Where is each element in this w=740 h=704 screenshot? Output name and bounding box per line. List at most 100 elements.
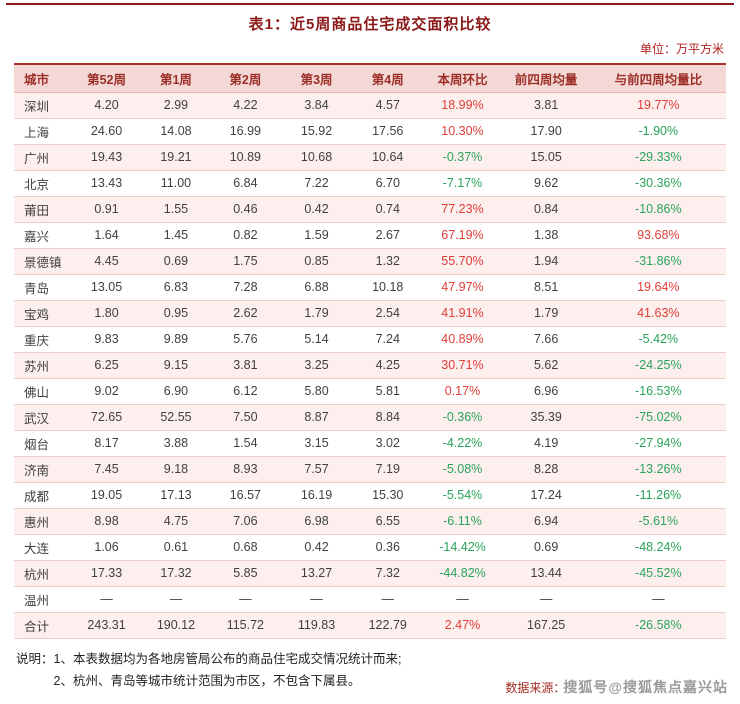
value-cell: 5.14 bbox=[280, 326, 353, 353]
value-cell: 1.59 bbox=[280, 222, 353, 249]
value-cell: 8.51 bbox=[501, 274, 591, 301]
value-cell: 0.46 bbox=[209, 196, 281, 223]
value-cell: 6.90 bbox=[142, 378, 210, 405]
value-cell: 4.25 bbox=[352, 352, 424, 379]
value-cell: -10.86% bbox=[590, 196, 726, 223]
value-cell: 52.55 bbox=[142, 404, 210, 431]
value-cell: 72.65 bbox=[70, 404, 143, 431]
value-cell: 13.27 bbox=[280, 560, 353, 587]
table-row: 深圳 4.20 2.99 4.22 3.84 4.57 18.99% 3.81 19.77% bbox=[14, 92, 726, 119]
value-cell: 10.30% bbox=[423, 118, 502, 145]
value-cell: 6.12 bbox=[209, 378, 281, 405]
value-cell: 41.63% bbox=[590, 300, 726, 327]
value-cell: -75.02% bbox=[590, 404, 726, 431]
value-cell: 0.17% bbox=[423, 378, 502, 405]
value-cell: 4.22 bbox=[209, 92, 281, 119]
value-cell: 6.96 bbox=[501, 378, 591, 405]
value-cell: 0.91 bbox=[70, 196, 143, 223]
value-cell: 3.88 bbox=[142, 430, 210, 457]
total-row: 合计 243.31 190.12 115.72 119.83 122.79 2.47% 167… bbox=[14, 612, 726, 639]
value-cell: 40.89% bbox=[423, 326, 502, 353]
table-row: 佛山 9.02 6.90 6.12 5.80 5.81 0.17% 6.96 -16.53% bbox=[14, 378, 726, 405]
value-cell: 2.67 bbox=[352, 222, 424, 249]
value-cell: 1.94 bbox=[501, 248, 591, 275]
value-cell: -5.42% bbox=[590, 326, 726, 353]
value-cell: 19.77% bbox=[590, 92, 726, 119]
value-cell: 7.57 bbox=[280, 456, 353, 483]
column-header: 第3周 bbox=[280, 64, 353, 93]
city-cell: 温州 bbox=[14, 586, 71, 613]
value-cell: 0.74 bbox=[352, 196, 424, 223]
value-cell: -0.37% bbox=[423, 144, 502, 171]
value-cell: 7.28 bbox=[209, 274, 281, 301]
city-cell: 杭州 bbox=[14, 560, 71, 587]
value-cell: 7.32 bbox=[352, 560, 424, 587]
value-cell: -4.22% bbox=[423, 430, 502, 457]
value-cell: 17.24 bbox=[501, 482, 591, 509]
value-cell: 24.60 bbox=[70, 118, 143, 145]
header-row: 城市 第52周 第1周 第2周 第3周 第4周 本周环比 前四周均量 与前四周均量比 bbox=[14, 64, 726, 93]
value-cell: 6.98 bbox=[280, 508, 353, 535]
value-cell: 18.99% bbox=[423, 92, 502, 119]
note-line-1: 1、本表数据均为各地房管局公布的商品住宅成交情况统计而来; bbox=[53, 651, 402, 666]
table-row: 青岛 13.05 6.83 7.28 6.88 10.18 47.97% 8.51 19.64% bbox=[14, 274, 726, 301]
value-cell: 8.28 bbox=[501, 456, 591, 483]
value-cell: 9.89 bbox=[142, 326, 210, 353]
value-cell: 0.95 bbox=[142, 300, 210, 327]
table-row: 成都 19.05 17.13 16.57 16.19 15.30 -5.54% 17.24 -1… bbox=[14, 482, 726, 509]
value-cell: 1.38 bbox=[501, 222, 591, 249]
value-cell: 1.80 bbox=[70, 300, 143, 327]
value-cell: 1.32 bbox=[352, 248, 424, 275]
value-cell: 9.02 bbox=[70, 378, 143, 405]
value-cell: 19.64% bbox=[590, 274, 726, 301]
value-cell: 3.15 bbox=[280, 430, 353, 457]
value-cell: 1.64 bbox=[70, 222, 143, 249]
city-cell: 嘉兴 bbox=[14, 222, 71, 249]
value-cell: — bbox=[280, 586, 353, 613]
value-cell: -1.90% bbox=[590, 118, 726, 145]
column-header: 第2周 bbox=[209, 64, 281, 93]
value-cell: 6.84 bbox=[209, 170, 281, 197]
top-divider bbox=[6, 3, 734, 5]
unit-label: 单位：万平方米 bbox=[639, 42, 724, 56]
value-cell: 6.83 bbox=[142, 274, 210, 301]
value-cell: 1.55 bbox=[142, 196, 210, 223]
value-cell: 11.00 bbox=[142, 170, 210, 197]
value-cell: 5.80 bbox=[280, 378, 353, 405]
value-cell: -14.42% bbox=[423, 534, 502, 561]
city-cell: 广州 bbox=[14, 144, 71, 171]
value-cell: 17.33 bbox=[70, 560, 143, 587]
value-cell: 9.15 bbox=[142, 352, 210, 379]
value-cell: 17.13 bbox=[142, 482, 210, 509]
value-cell: 10.64 bbox=[352, 144, 424, 171]
value-cell: -26.58% bbox=[590, 612, 726, 639]
value-cell: 6.55 bbox=[352, 508, 424, 535]
value-cell: 9.62 bbox=[501, 170, 591, 197]
value-cell: 0.84 bbox=[501, 196, 591, 223]
city-cell: 合计 bbox=[14, 612, 71, 639]
city-cell: 济南 bbox=[14, 456, 71, 483]
value-cell: 17.56 bbox=[352, 118, 424, 145]
value-cell: 5.85 bbox=[209, 560, 281, 587]
value-cell: 77.23% bbox=[423, 196, 502, 223]
value-cell: 8.17 bbox=[70, 430, 143, 457]
city-cell: 烟台 bbox=[14, 430, 71, 457]
value-cell: 15.30 bbox=[352, 482, 424, 509]
value-cell: 10.68 bbox=[280, 144, 353, 171]
value-cell: — bbox=[209, 586, 281, 613]
city-cell: 深圳 bbox=[14, 92, 71, 119]
value-cell: 5.62 bbox=[501, 352, 591, 379]
value-cell: 4.45 bbox=[70, 248, 143, 275]
city-cell: 苏州 bbox=[14, 352, 71, 379]
value-cell: 13.05 bbox=[70, 274, 143, 301]
value-cell: 5.81 bbox=[352, 378, 424, 405]
value-cell: 122.79 bbox=[352, 612, 424, 639]
value-cell: 3.81 bbox=[209, 352, 281, 379]
value-cell: 2.54 bbox=[352, 300, 424, 327]
value-cell: 13.44 bbox=[501, 560, 591, 587]
value-cell: 7.24 bbox=[352, 326, 424, 353]
city-cell: 成都 bbox=[14, 482, 71, 509]
value-cell: -11.26% bbox=[590, 482, 726, 509]
value-cell: 10.89 bbox=[209, 144, 281, 171]
